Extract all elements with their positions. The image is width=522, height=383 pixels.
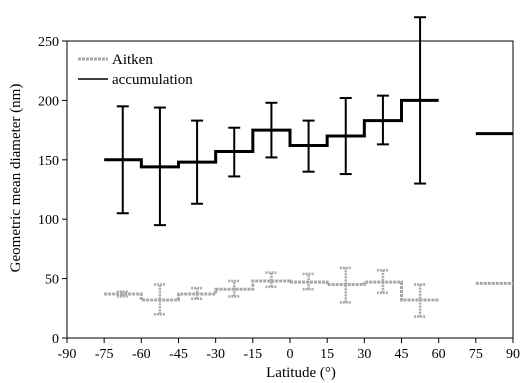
- y-tick-label: 200: [38, 94, 59, 109]
- x-tick-label: 45: [395, 347, 409, 362]
- x-tick-label: 15: [320, 347, 334, 362]
- x-tick-label: -45: [169, 347, 188, 362]
- x-tick-label: -90: [58, 347, 77, 362]
- series-layer: [104, 16, 513, 318]
- x-tick-label: 90: [506, 347, 520, 362]
- y-tick-label: 0: [52, 332, 59, 347]
- x-tick-label: 60: [432, 347, 446, 362]
- legend-label-accumulation: accumulation: [112, 72, 193, 88]
- y-axis-title: Geometric mean diameter (nm): [8, 84, 24, 273]
- legend: Aitken accumulation: [78, 52, 193, 88]
- series-line-aitken: [104, 279, 439, 302]
- x-tick-label: 0: [287, 347, 294, 362]
- x-tick-label: -75: [95, 347, 114, 362]
- x-axis: -90 -75 -60 -45 -30 -15 0 15 30 45 60 75 90: [58, 338, 520, 362]
- x-tick-label: -15: [243, 347, 262, 362]
- x-tick-label: 75: [469, 347, 483, 362]
- y-tick-label: 150: [38, 154, 59, 169]
- y-tick-label: 250: [38, 35, 59, 50]
- x-tick-label: 30: [357, 347, 371, 362]
- x-tick-label: -60: [132, 347, 151, 362]
- y-axis: 0 50 100 150 200 250: [38, 35, 67, 347]
- x-axis-title: Latitude (°): [266, 365, 336, 381]
- series-aitken: [104, 266, 513, 318]
- series-accumulation: [104, 16, 513, 227]
- y-tick-label: 100: [38, 213, 59, 228]
- x-tick-label: -30: [206, 347, 225, 362]
- y-tick-label: 50: [45, 273, 59, 288]
- legend-label-aitken: Aitken: [112, 52, 153, 68]
